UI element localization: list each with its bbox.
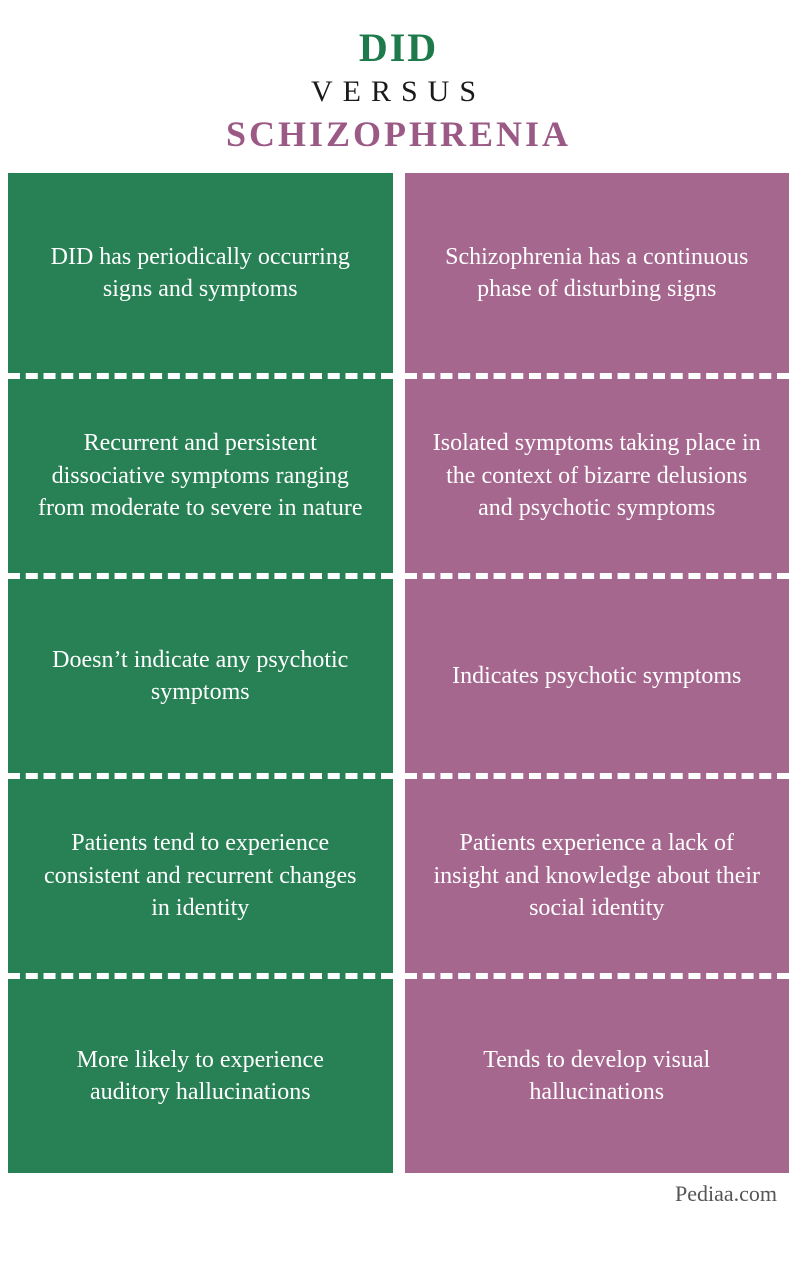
schizo-cell-1: Schizophrenia has a continuous phase of … (405, 173, 790, 373)
title-versus: VERSUS (0, 75, 797, 109)
comparison-table: DID has periodically occurring signs and… (0, 173, 797, 1173)
column-did: DID has periodically occurring signs and… (8, 173, 393, 1173)
did-cell-1: DID has periodically occurring signs and… (8, 173, 393, 373)
schizo-cell-2: Isolated symptoms taking place in the co… (405, 373, 790, 573)
title-schizophrenia: SCHIZOPHRENIA (0, 113, 797, 155)
schizo-cell-3: Indicates psychotic symptoms (405, 573, 790, 773)
schizo-cell-5: Tends to develop visual hallucinations (405, 973, 790, 1173)
did-cell-2: Recurrent and persistent dissociative sy… (8, 373, 393, 573)
did-cell-3: Doesn’t indicate any psychotic symptoms (8, 573, 393, 773)
schizo-cell-4: Patients experience a lack of insight an… (405, 773, 790, 973)
column-schizophrenia: Schizophrenia has a continuous phase of … (405, 173, 790, 1173)
did-cell-5: More likely to experience auditory hallu… (8, 973, 393, 1173)
header: DID VERSUS SCHIZOPHRENIA (0, 0, 797, 173)
title-did: DID (0, 24, 797, 71)
footer-credit: Pediaa.com (0, 1173, 797, 1223)
did-cell-4: Patients tend to experience consistent a… (8, 773, 393, 973)
